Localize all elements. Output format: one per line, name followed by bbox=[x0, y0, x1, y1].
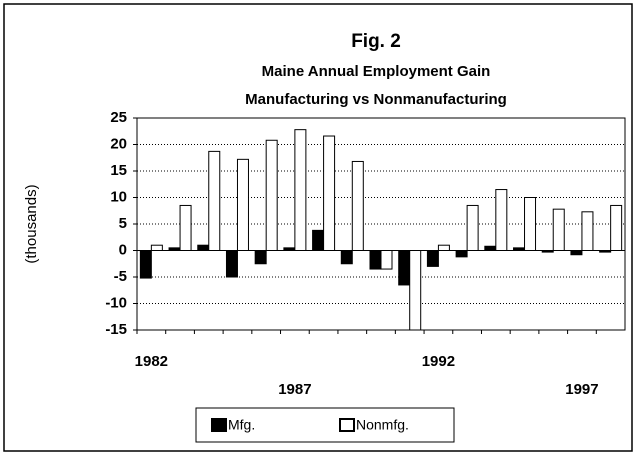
bar bbox=[168, 247, 181, 252]
y-tick-label: 0 bbox=[119, 241, 127, 258]
bar bbox=[570, 250, 583, 256]
y-tick-label: 10 bbox=[110, 188, 127, 205]
bar bbox=[524, 197, 537, 251]
x-tick-label: 1992 bbox=[422, 353, 455, 370]
bar bbox=[139, 250, 152, 279]
bar bbox=[254, 250, 267, 265]
bar bbox=[409, 250, 422, 331]
bar bbox=[610, 204, 623, 251]
legend-swatch bbox=[339, 418, 355, 432]
y-tick-label: 25 bbox=[110, 109, 127, 126]
bar bbox=[599, 250, 612, 253]
legend bbox=[195, 407, 455, 443]
bar bbox=[283, 247, 296, 252]
legend-swatch bbox=[211, 418, 227, 432]
bar bbox=[437, 244, 450, 251]
bar bbox=[312, 229, 325, 251]
y-tick-label: 20 bbox=[110, 135, 127, 152]
y-axis-label: (thousands) bbox=[23, 184, 40, 263]
y-tick-label: -15 bbox=[105, 321, 127, 338]
legend-label: Mfg. bbox=[228, 417, 255, 433]
x-tick-label: 1982 bbox=[135, 353, 168, 370]
chart-subtitle: Maine Annual Employment Gain bbox=[262, 63, 491, 80]
bar bbox=[340, 250, 353, 265]
bar bbox=[398, 250, 411, 286]
bar bbox=[351, 160, 364, 252]
bar bbox=[484, 245, 497, 251]
legend-label: Nonmfg. bbox=[356, 417, 409, 433]
bar bbox=[197, 244, 210, 251]
bar bbox=[513, 247, 526, 252]
chart-title: Fig. 2 bbox=[351, 31, 401, 52]
x-tick-label: 1987 bbox=[278, 381, 311, 398]
bar bbox=[581, 211, 594, 251]
bar bbox=[225, 250, 238, 278]
bar bbox=[179, 204, 192, 251]
chart-subtitle: Manufacturing vs Nonmanufacturing bbox=[245, 91, 507, 108]
bar bbox=[541, 250, 554, 253]
y-tick-label: 15 bbox=[110, 162, 127, 179]
y-tick-label: -5 bbox=[114, 268, 127, 285]
y-tick-label: 5 bbox=[119, 215, 127, 232]
bar bbox=[466, 204, 479, 251]
bar bbox=[455, 250, 468, 258]
bar bbox=[236, 158, 249, 251]
bar bbox=[323, 135, 336, 252]
bar bbox=[426, 250, 439, 267]
y-tick-label: -10 bbox=[105, 294, 127, 311]
bar bbox=[150, 244, 163, 251]
bar bbox=[380, 250, 393, 270]
bar bbox=[294, 129, 307, 251]
bar bbox=[265, 139, 278, 251]
bar bbox=[495, 189, 508, 252]
bar bbox=[369, 250, 382, 270]
bar bbox=[208, 150, 221, 251]
x-tick-label: 1997 bbox=[565, 381, 598, 398]
bar bbox=[552, 208, 565, 252]
